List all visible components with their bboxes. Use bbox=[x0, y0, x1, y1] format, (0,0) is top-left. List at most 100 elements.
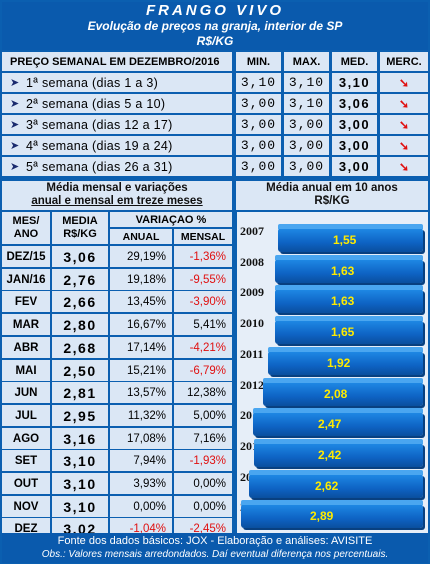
bar bbox=[241, 500, 423, 528]
year-tick-label: 2012 bbox=[240, 378, 264, 392]
week-label-text: 2ª semana (dias 5 a 10) bbox=[26, 96, 166, 111]
week-min: 3,00 bbox=[236, 136, 281, 155]
col-ano-label: ANO bbox=[13, 228, 39, 240]
bar-top-face bbox=[275, 285, 423, 290]
col-media-header: MEDIA R$/KG bbox=[52, 212, 108, 244]
week-label-text: 1ª semana (dias 1 a 3) bbox=[26, 75, 159, 90]
annual-heading-line2: R$/KG bbox=[314, 195, 350, 207]
week-max: 3,10 bbox=[284, 94, 329, 113]
bar-value-label: 1,63 bbox=[331, 264, 355, 278]
down-arrow-icon: ➘ bbox=[398, 117, 410, 132]
bar-value-label: 1,63 bbox=[331, 294, 355, 308]
bar-top-face bbox=[241, 500, 423, 505]
month-mensal: 0,00% bbox=[174, 496, 232, 517]
month-anual: 17,08% bbox=[110, 428, 172, 449]
week-merc: ➘ bbox=[380, 157, 428, 176]
col-mes-label: MES/ bbox=[12, 215, 40, 227]
bar-value-label: 1,92 bbox=[327, 356, 351, 370]
month-media: 2,68 bbox=[52, 337, 108, 358]
month-mensal: -4,21% bbox=[174, 337, 232, 358]
page-subtitle: Evolução de preços na granja, interior d… bbox=[87, 19, 343, 33]
footer: Fonte dos dados básicos: JOX - Elaboraçã… bbox=[2, 533, 428, 563]
year-tick-label: 2008 bbox=[240, 255, 264, 269]
week-max: 3,00 bbox=[284, 136, 329, 155]
bar-value-label: 1,55 bbox=[333, 233, 357, 247]
down-arrow-icon: ➘ bbox=[398, 138, 410, 153]
bar bbox=[275, 255, 423, 283]
bar-top-face bbox=[254, 439, 423, 444]
week-max: 3,00 bbox=[284, 157, 329, 176]
month-anual: 7,94% bbox=[110, 450, 172, 471]
col-media-label: MEDIA bbox=[62, 215, 98, 227]
month-label: OUT bbox=[2, 473, 50, 494]
monthly-heading-line1: Média mensal e variações bbox=[46, 182, 188, 194]
year-tick-label: 2007 bbox=[240, 224, 264, 238]
bar-top-face bbox=[275, 316, 423, 321]
bar-top-face bbox=[278, 224, 423, 229]
col-anual-header: ANUAL bbox=[110, 229, 172, 244]
bar bbox=[268, 347, 423, 375]
week-label: ➤ 3ª semana (dias 12 a 17) bbox=[2, 115, 232, 134]
monthly-heading-line2: anual e mensal em treze meses bbox=[31, 195, 203, 207]
week-med: 3,10 bbox=[332, 73, 377, 92]
weekly-heading: PREÇO SEMANAL EM DEZEMBRO/2016 bbox=[2, 52, 232, 71]
week-merc: ➘ bbox=[380, 94, 428, 113]
month-mensal: -6,79% bbox=[174, 360, 232, 381]
week-min: 3,00 bbox=[236, 157, 281, 176]
month-media: 2,50 bbox=[52, 360, 108, 381]
bar-top-face bbox=[275, 255, 423, 260]
monthly-heading: Média mensal e variações anual e mensal … bbox=[2, 181, 232, 210]
col-max-header: MAX. bbox=[284, 52, 329, 71]
week-label: ➤ 1ª semana (dias 1 a 3) bbox=[2, 73, 232, 92]
week-label-text: 3ª semana (dias 12 a 17) bbox=[26, 117, 173, 132]
col-variacao-header: VARIAÇAO % bbox=[110, 212, 232, 227]
week-med: 3,00 bbox=[332, 115, 377, 134]
month-label: ABR bbox=[2, 337, 50, 358]
month-label: SET bbox=[2, 450, 50, 471]
bar bbox=[278, 224, 423, 252]
bullet-arrow-icon: ➤ bbox=[10, 98, 20, 110]
bar-top-face bbox=[249, 470, 423, 475]
month-media: 3,16 bbox=[52, 428, 108, 449]
footer-note: Obs.: Valores mensais arredondados. Daí … bbox=[41, 549, 389, 560]
month-media: 2,81 bbox=[52, 382, 108, 403]
page-title: FRANGO VIVO bbox=[145, 2, 284, 19]
month-mensal: 0,00% bbox=[174, 473, 232, 494]
month-anual: 15,21% bbox=[110, 360, 172, 381]
month-label: FEV bbox=[2, 291, 50, 312]
bullet-arrow-icon: ➤ bbox=[10, 119, 20, 131]
annual-heading-line1: Média anual em 10 anos bbox=[266, 182, 398, 194]
col-unit-label: R$/KG bbox=[63, 228, 97, 240]
week-merc: ➘ bbox=[380, 115, 428, 134]
month-media: 2,76 bbox=[52, 269, 108, 290]
month-anual: 11,32% bbox=[110, 405, 172, 426]
week-med: 3,00 bbox=[332, 136, 377, 155]
month-media: 2,95 bbox=[52, 405, 108, 426]
month-mensal: 7,16% bbox=[174, 428, 232, 449]
down-arrow-icon: ➘ bbox=[398, 96, 410, 111]
bar bbox=[275, 316, 423, 344]
week-med: 3,00 bbox=[332, 157, 377, 176]
bar-value-label: 1,65 bbox=[331, 325, 355, 339]
footer-source: Fonte dos dados básicos: JOX - Elaboraçã… bbox=[57, 535, 373, 547]
col-mensal-header: MENSAL bbox=[174, 229, 232, 244]
bar-value-label: 2,62 bbox=[315, 479, 339, 493]
bar-top-face bbox=[263, 378, 423, 383]
bar bbox=[254, 439, 423, 467]
header: FRANGO VIVO Evolução de preços na granja… bbox=[2, 2, 428, 50]
month-anual: 17,14% bbox=[110, 337, 172, 358]
month-label: AGO bbox=[2, 428, 50, 449]
month-anual: 3,93% bbox=[110, 473, 172, 494]
week-label: ➤ 4ª semana (dias 19 a 24) bbox=[2, 136, 232, 155]
month-anual: 0,00% bbox=[110, 496, 172, 517]
month-anual: 19,18% bbox=[110, 269, 172, 290]
month-label: NOV bbox=[2, 496, 50, 517]
month-anual: 29,19% bbox=[110, 246, 172, 267]
bar-value-label: 2,89 bbox=[310, 509, 334, 523]
down-arrow-icon: ➘ bbox=[398, 75, 410, 90]
bar-top-face bbox=[253, 408, 423, 413]
week-label-text: 4ª semana (dias 19 a 24) bbox=[26, 138, 173, 153]
bar-value-label: 2,47 bbox=[318, 417, 342, 431]
annual-heading: Média anual em 10 anos R$/KG bbox=[236, 181, 428, 210]
